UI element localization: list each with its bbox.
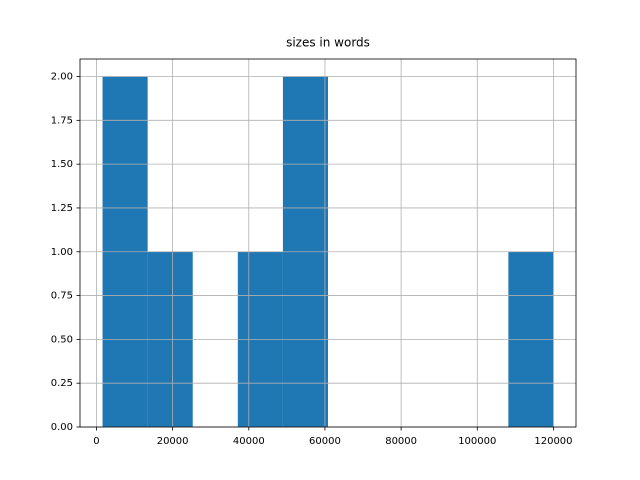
x-tick-label: 40000 — [233, 436, 265, 447]
y-tick-label: 1.25 — [51, 203, 73, 214]
y-tick-label: 0.00 — [51, 422, 73, 433]
chart-title: sizes in words — [286, 36, 370, 50]
y-tick-label: 1.50 — [51, 159, 73, 170]
x-tick-label: 60000 — [309, 436, 341, 447]
x-tick-label: 120000 — [534, 436, 572, 447]
y-tick-label: 1.75 — [51, 115, 73, 126]
x-tick-label: 100000 — [458, 436, 496, 447]
y-tick-label: 1.00 — [51, 247, 73, 258]
x-tick-label: 0 — [93, 436, 99, 447]
y-tick-label: 0.50 — [51, 334, 73, 345]
x-tick-label: 80000 — [385, 436, 417, 447]
y-tick-label: 2.00 — [51, 72, 73, 83]
plot-frame — [79, 58, 577, 428]
y-tick-label: 0.75 — [51, 291, 73, 302]
y-tick-label: 0.25 — [51, 378, 73, 389]
x-tick-label: 20000 — [157, 436, 189, 447]
